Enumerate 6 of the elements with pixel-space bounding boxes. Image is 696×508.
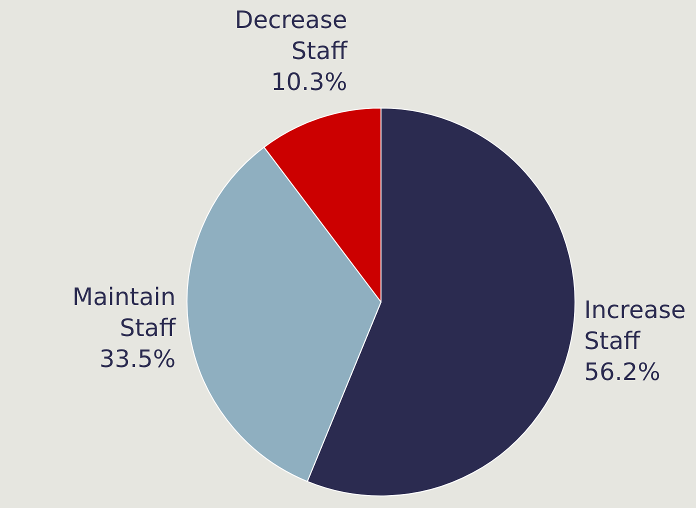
data-label: 33.5% bbox=[99, 344, 176, 373]
data-label: 56.2% bbox=[584, 358, 660, 386]
slice-label: Increase Staff bbox=[584, 296, 686, 356]
data-label: 10.3% bbox=[271, 68, 348, 96]
slice-label: Maintain Staff bbox=[72, 282, 176, 342]
slice-label: Decrease Staff bbox=[234, 6, 348, 66]
